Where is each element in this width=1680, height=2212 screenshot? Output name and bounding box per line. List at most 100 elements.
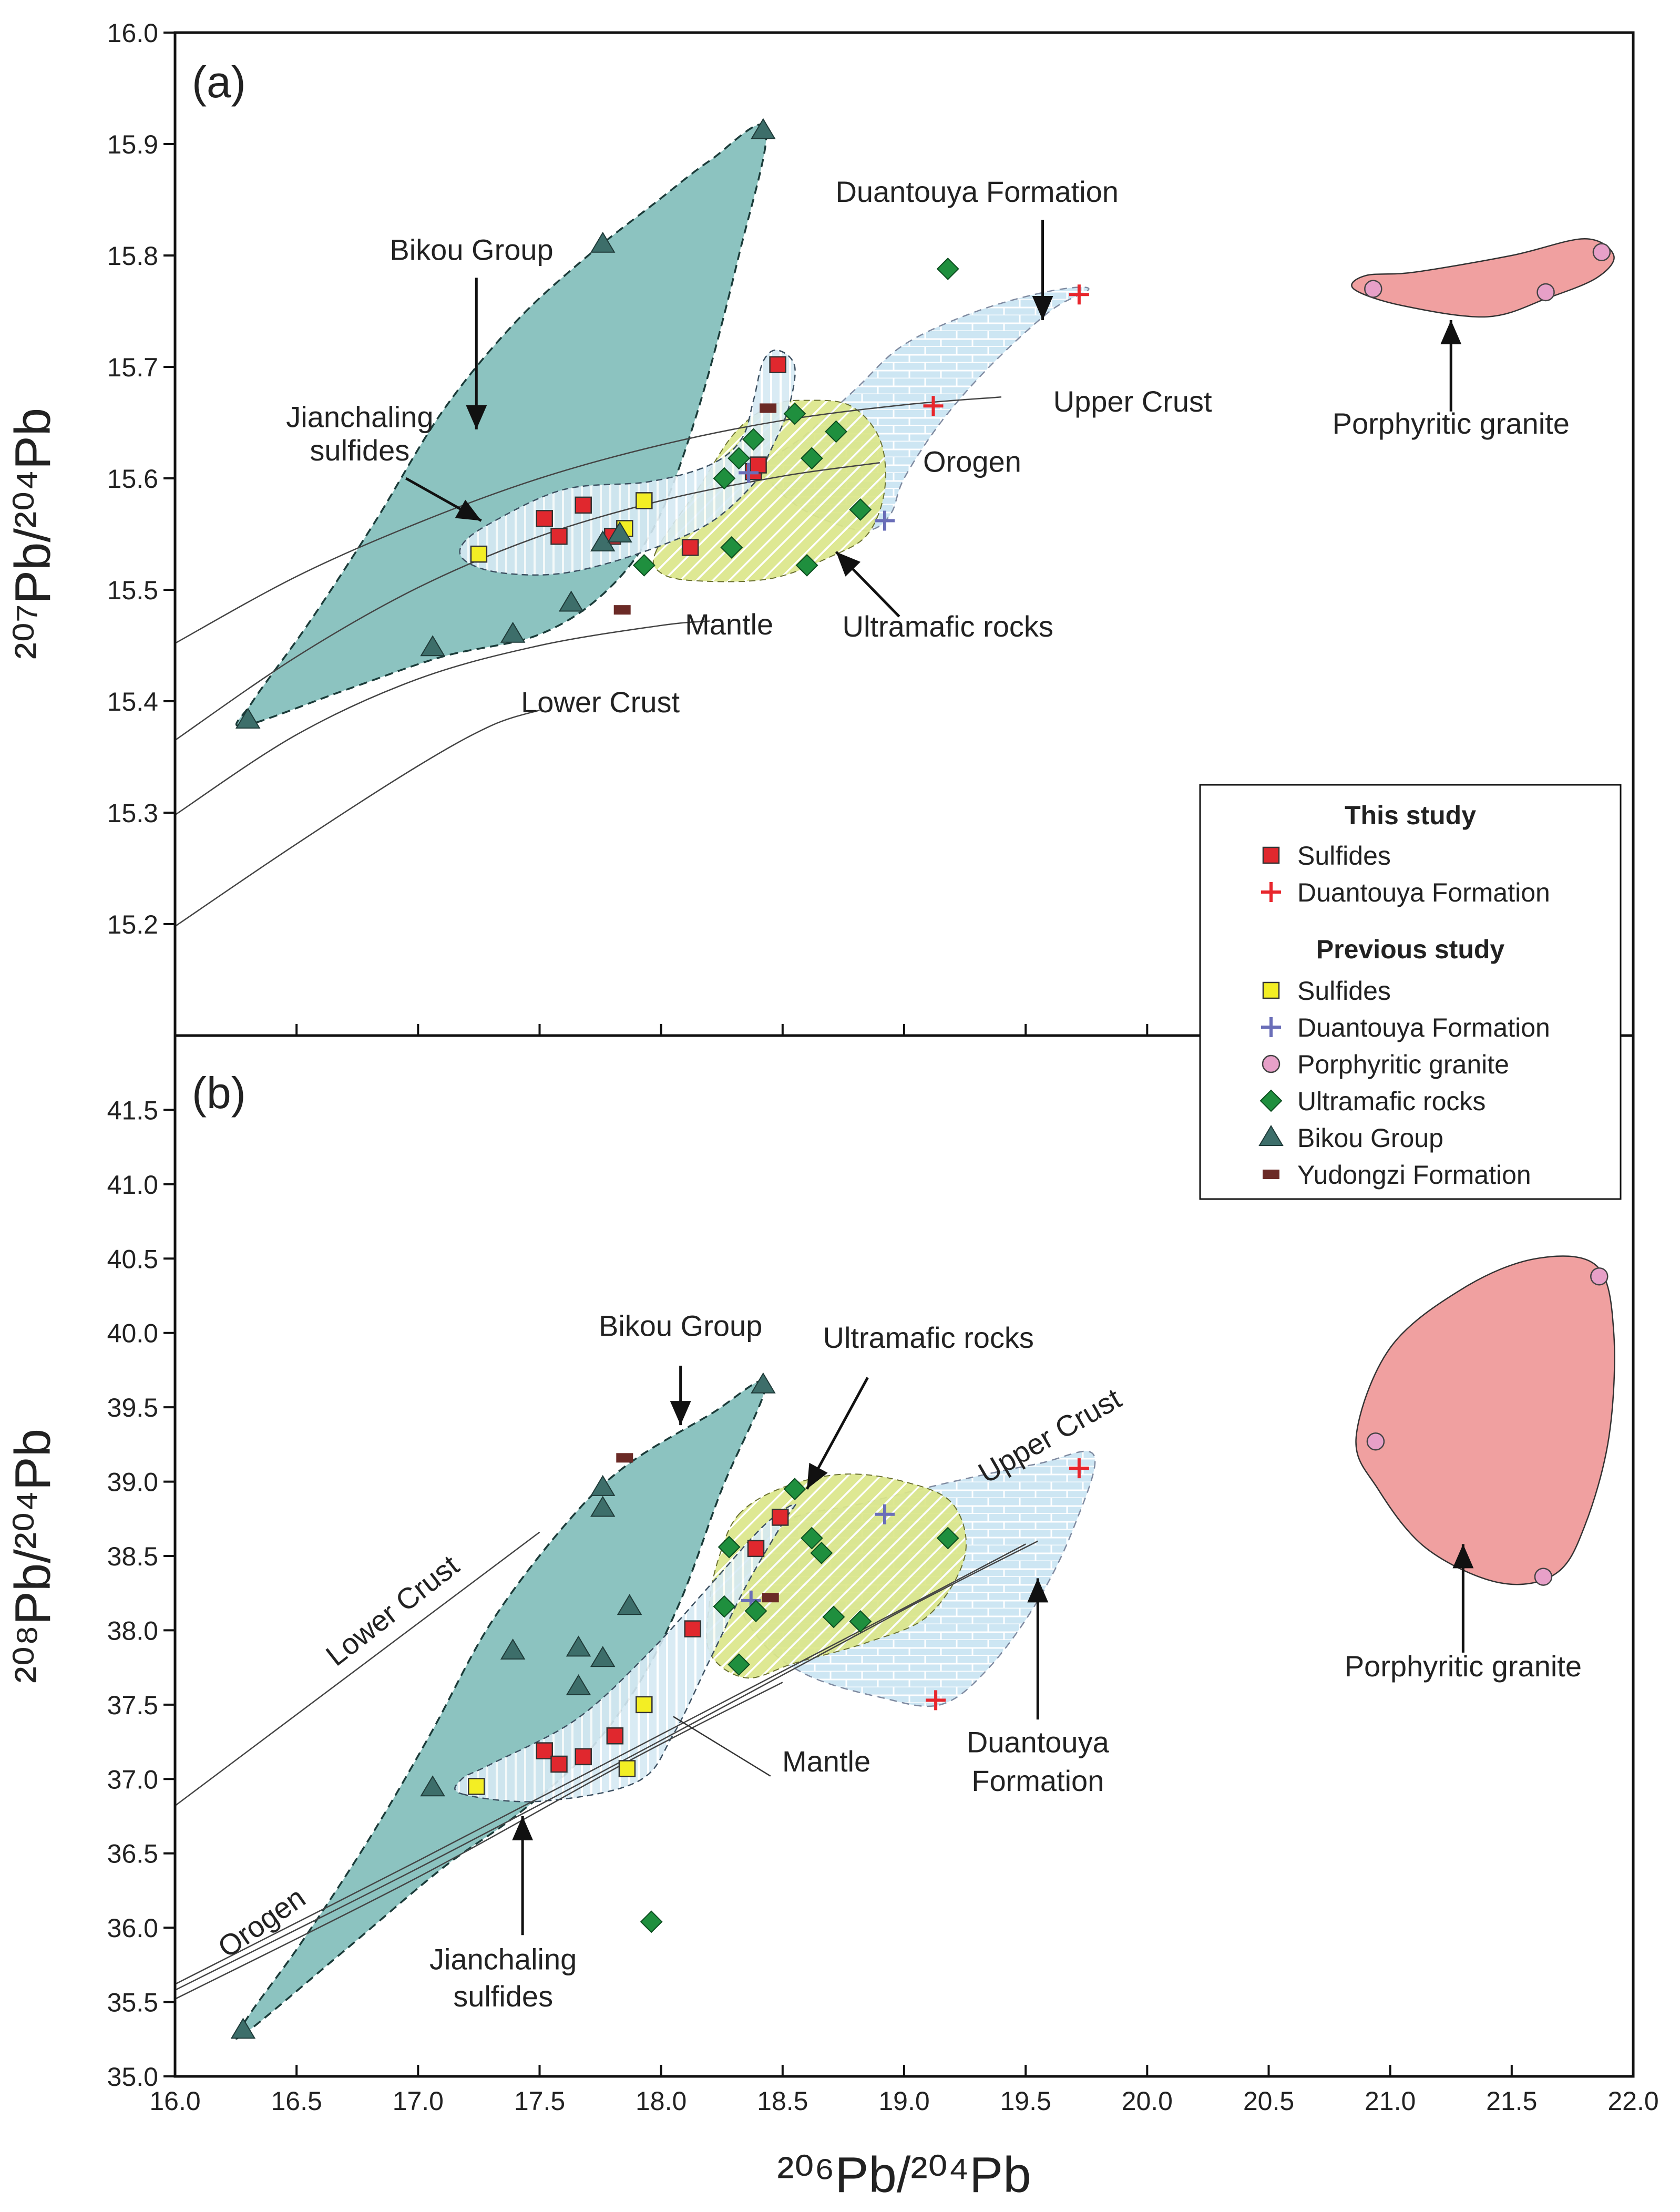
x-tick-label: 19.5 bbox=[1000, 2086, 1051, 2116]
point-ultramafic-rocks bbox=[728, 447, 751, 470]
legend-marker-ultramafic-rocks bbox=[1259, 1089, 1283, 1112]
point-bikou-group bbox=[751, 118, 776, 139]
x-tick-label: 17.5 bbox=[514, 2086, 565, 2116]
x-tick-label: 17.0 bbox=[393, 2086, 444, 2116]
y-tick-label-b: 40.0 bbox=[107, 1319, 158, 1348]
ultramafic-label-arrowhead bbox=[836, 551, 861, 577]
jianchaling-label-b2-arrowhead bbox=[512, 1816, 534, 1840]
point-ultramafic-rocks bbox=[718, 1535, 741, 1559]
point-ultramafic-rocks bbox=[783, 402, 806, 425]
point-sulfides-this-study bbox=[750, 456, 767, 474]
panel-a-curves bbox=[175, 396, 1002, 927]
granite-label-b-arrowhead bbox=[1452, 1544, 1474, 1569]
legend-marker-sulfides bbox=[1262, 846, 1280, 864]
point-porphyritic-granite bbox=[1590, 1267, 1609, 1286]
jianchaling-line1: Jianchaling bbox=[286, 400, 433, 433]
region-porphyritic-granite bbox=[1355, 1255, 1615, 1585]
point-ultramafic-rocks bbox=[849, 1610, 872, 1633]
point-yudongzi-formation bbox=[762, 1593, 779, 1603]
panel-a-annotations: Bikou Group Duantouya Formation Upper Crus… bbox=[286, 175, 1570, 719]
y-tick-label-a: 15.8 bbox=[107, 241, 158, 271]
point-ultramafic-rocks bbox=[742, 428, 765, 451]
region-porphyritic-granite bbox=[1351, 238, 1615, 318]
legend-label-porphyritic-granite: Porphyritic granite bbox=[1297, 1050, 1509, 1079]
point-bikou-group bbox=[607, 521, 632, 542]
curve-mantle bbox=[175, 1682, 783, 2000]
point-ultramafic-rocks bbox=[728, 1653, 751, 1676]
orogen-label: Orogen bbox=[923, 445, 1021, 478]
y-tick-label-b: 36.0 bbox=[107, 1913, 158, 1943]
jianchaling-label-b1: Jianchaling bbox=[429, 1942, 577, 1975]
point-ultramafic-rocks bbox=[795, 554, 818, 577]
panel-b-axes: 35.0 35.5 36.0 36.5 37.0 37.5 38.0 38.5 39.0 39.5… bbox=[107, 1095, 1659, 2116]
point-porphyritic-granite bbox=[1536, 283, 1555, 302]
legend-title-previous-study: Previous study bbox=[1316, 935, 1505, 964]
y-tick-label-a: 16.0 bbox=[107, 18, 158, 48]
point-bikou-group bbox=[420, 635, 445, 657]
point-duantouya-formation-previous bbox=[739, 463, 759, 483]
panel-a-label: (a) bbox=[192, 57, 246, 107]
upper-crust-label: Upper Crust bbox=[1053, 385, 1212, 418]
point-bikou-group bbox=[420, 1775, 445, 1797]
x-tick-label: 19.0 bbox=[878, 2086, 929, 2116]
legend: This study Sulfides Duantouya Formation P… bbox=[1199, 784, 1622, 1200]
panel-b-regions bbox=[234, 1255, 1615, 2040]
point-yudongzi-formation bbox=[616, 1453, 633, 1463]
point-ultramafic-rocks bbox=[825, 420, 847, 443]
point-duantouya-formation-previous bbox=[875, 510, 895, 531]
panel-b-label: (b) bbox=[192, 1068, 246, 1118]
x-axis-label: ²⁰⁶Pb/²⁰⁴Pb bbox=[777, 2147, 1031, 2203]
y-tick-label-b: 41.0 bbox=[107, 1170, 158, 1200]
mantle-label: Mantle bbox=[685, 608, 773, 641]
legend-marker-bikou-group bbox=[1258, 1125, 1284, 1146]
x-tick-label: 16.5 bbox=[271, 2086, 322, 2116]
x-tick-label: 16.0 bbox=[149, 2086, 200, 2116]
y-tick-label-b: 35.5 bbox=[107, 1988, 158, 2018]
y-axis-label-b: ²⁰⁸Pb/²⁰⁴Pb bbox=[5, 1429, 61, 1683]
granite-label: Porphyritic granite bbox=[1333, 407, 1570, 440]
lower-crust-label-b: Lower Crust bbox=[320, 1548, 465, 1672]
legend-label-sulfides: Sulfides bbox=[1297, 976, 1391, 1006]
region-ultramafic-rocks bbox=[652, 400, 886, 582]
granite-label-arrowhead bbox=[1440, 320, 1462, 344]
y-tick-label-b: 38.0 bbox=[107, 1616, 158, 1645]
point-bikou-group bbox=[230, 2018, 256, 2039]
point-porphyritic-granite bbox=[1592, 243, 1611, 261]
x-tick-label: 20.0 bbox=[1122, 2086, 1173, 2116]
y-tick-label-a: 15.9 bbox=[107, 130, 158, 159]
y-tick-label-a: 15.5 bbox=[107, 576, 158, 605]
point-duantouya-formation-this-study bbox=[926, 1690, 946, 1711]
curve-upper-crust bbox=[175, 1540, 1038, 1991]
point-ultramafic-rocks bbox=[936, 1527, 959, 1550]
point-sulfides-this-study bbox=[681, 539, 699, 556]
y-axis-label-a: ²⁰⁷Pb/²⁰⁴Pb bbox=[5, 408, 61, 659]
curve-orogen bbox=[175, 1543, 1026, 1985]
point-bikou-group bbox=[590, 1474, 616, 1496]
y-tick-label-a: 15.6 bbox=[107, 464, 158, 494]
legend-title-this-study: This study bbox=[1345, 801, 1476, 830]
ultramafic-label-b-arrowhead bbox=[807, 1462, 828, 1489]
point-porphyritic-granite bbox=[1364, 280, 1382, 298]
point-ultramafic-rocks bbox=[849, 498, 872, 521]
granite-label-b: Porphyritic granite bbox=[1345, 1650, 1582, 1683]
point-sulfides-previous bbox=[618, 1760, 636, 1777]
legend-label-yudongzi-formation: Yudongzi Formation bbox=[1297, 1160, 1531, 1190]
point-sulfides-this-study bbox=[747, 1540, 765, 1558]
point-porphyritic-granite bbox=[1366, 1432, 1385, 1451]
point-yudongzi-formation bbox=[760, 403, 777, 413]
point-sulfides-this-study bbox=[684, 1620, 702, 1637]
duantouya-label-b1: Duantouya bbox=[967, 1725, 1110, 1758]
y-tick-label-a: 15.2 bbox=[107, 910, 158, 939]
mantle-label-b: Mantle bbox=[782, 1745, 870, 1778]
legend-label-duantouya-formation: Duantouya Formation bbox=[1297, 1013, 1550, 1042]
legend-label-bikou-group: Bikou Group bbox=[1297, 1123, 1443, 1153]
point-bikou-group bbox=[500, 1638, 526, 1660]
point-sulfides-this-study bbox=[575, 496, 592, 514]
panel-a-points bbox=[235, 118, 1611, 729]
point-ultramafic-rocks bbox=[800, 447, 823, 470]
ultramafic-label: Ultramafic rocks bbox=[843, 610, 1053, 643]
panel-a-axes: 15.2 15.3 15.4 15.5 15.6 15.7 15.8 15.9 16.0 bbox=[107, 18, 1634, 1036]
point-ultramafic-rocks bbox=[822, 1605, 845, 1629]
point-sulfides-previous bbox=[468, 1778, 485, 1795]
curve-lower-crust bbox=[175, 1531, 540, 1807]
